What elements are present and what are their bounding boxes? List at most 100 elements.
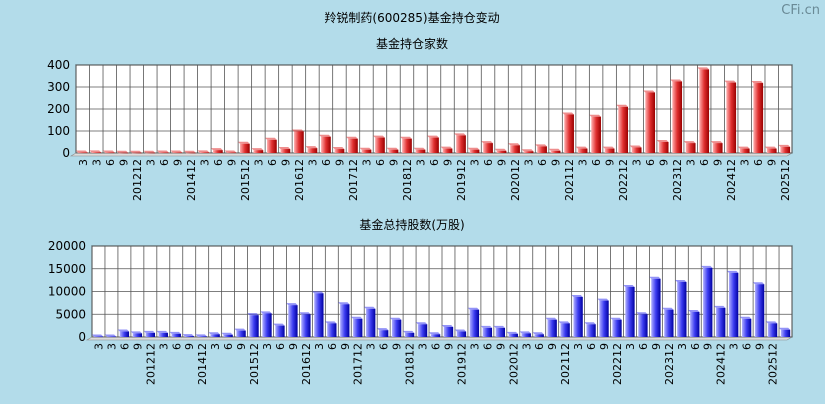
bar [197, 336, 207, 337]
bar [288, 305, 298, 337]
page-title: 羚锐制药(600285)基金持仓变动 [324, 10, 499, 25]
y-tick-label: 10000 [48, 285, 86, 299]
bar [534, 334, 544, 337]
bar-top [91, 334, 104, 337]
bar [210, 334, 220, 337]
x-tick-label: 201612 [300, 343, 313, 385]
chart-title: 基金总持股数(万股) [359, 217, 464, 232]
plot-floor [85, 336, 794, 341]
bar-top [575, 146, 588, 149]
bar-top [195, 334, 207, 337]
bar [172, 152, 183, 154]
bar [321, 136, 331, 153]
bar-top [737, 146, 750, 149]
bar-top [688, 309, 700, 312]
bar [249, 315, 259, 337]
y-tick-label: 400 [47, 58, 70, 72]
bar-top [102, 150, 115, 153]
x-tick-label: 3 [209, 343, 222, 350]
bar-top [238, 141, 250, 144]
bar [334, 149, 345, 153]
bar-top [616, 104, 628, 107]
bar [132, 333, 143, 337]
bar [280, 149, 291, 153]
x-tick-label: 6 [428, 159, 441, 166]
bar-top [493, 325, 505, 328]
bar [417, 324, 428, 337]
bar-top [169, 331, 181, 334]
bar [672, 81, 683, 153]
bar [496, 150, 507, 153]
bar [275, 325, 285, 337]
x-tick-label: 6 [430, 343, 443, 350]
bar-top [467, 307, 480, 310]
x-tick-label: 6 [222, 343, 235, 350]
bar-top [319, 134, 331, 137]
bar [104, 152, 115, 154]
x-tick-label: 9 [442, 159, 455, 166]
bar-top [701, 265, 713, 268]
bar-top [558, 321, 570, 324]
bar [327, 323, 337, 337]
bar [550, 150, 561, 153]
bar [415, 149, 426, 153]
x-tick-label: 3 [520, 343, 533, 350]
bar-top [521, 149, 534, 152]
bar-top [752, 282, 765, 285]
bar [729, 272, 739, 337]
bar-top [312, 291, 324, 294]
x-tick-label: 9 [766, 159, 779, 166]
x-tick-label: 201812 [404, 343, 417, 385]
x-tick-label: 202012 [509, 159, 522, 201]
bar [223, 334, 233, 337]
x-tick-label: 6 [698, 159, 711, 166]
y-tick-label: 5000 [55, 307, 86, 321]
bar-top [332, 147, 345, 150]
x-tick-label: 3 [92, 343, 105, 350]
bar [754, 284, 765, 337]
bar-top [765, 321, 778, 324]
x-tick-label: 201512 [248, 343, 261, 385]
bar-top [454, 133, 466, 136]
bar-top [629, 145, 642, 148]
bar [753, 83, 764, 153]
bar-top [441, 324, 454, 327]
bar-top [389, 317, 402, 320]
bar-top [273, 323, 285, 326]
bar [375, 137, 385, 153]
x-tick-label: 9 [546, 343, 559, 350]
bar-top [683, 141, 696, 144]
bar [379, 330, 389, 337]
bar [523, 151, 534, 153]
bar [93, 336, 104, 338]
x-tick-label: 6 [585, 343, 598, 350]
x-tick-label: 3 [739, 159, 752, 166]
bar-top [480, 325, 493, 328]
bar-top [197, 150, 210, 153]
bar-top [299, 312, 311, 315]
bar [131, 152, 142, 154]
bar [741, 318, 752, 337]
bar-top [130, 331, 143, 334]
bar [456, 135, 466, 153]
bar [537, 146, 547, 153]
x-tick-label: 3 [685, 159, 698, 166]
x-tick-label: 6 [326, 343, 339, 350]
bar-top [359, 147, 372, 150]
x-tick-label: 202012 [507, 343, 520, 385]
bar-top [89, 150, 102, 153]
bar [495, 327, 505, 337]
bar-top [602, 146, 615, 149]
bar [158, 332, 168, 337]
bar-top [727, 270, 739, 273]
bar-top [454, 329, 467, 332]
bar-top [415, 322, 428, 325]
bar-top [402, 330, 415, 333]
bar [508, 333, 518, 337]
bar-top [143, 330, 155, 333]
x-tick-label: 9 [550, 159, 563, 166]
bar [402, 138, 412, 153]
x-tick-label: 9 [183, 343, 196, 350]
x-tick-label: 9 [604, 159, 617, 166]
